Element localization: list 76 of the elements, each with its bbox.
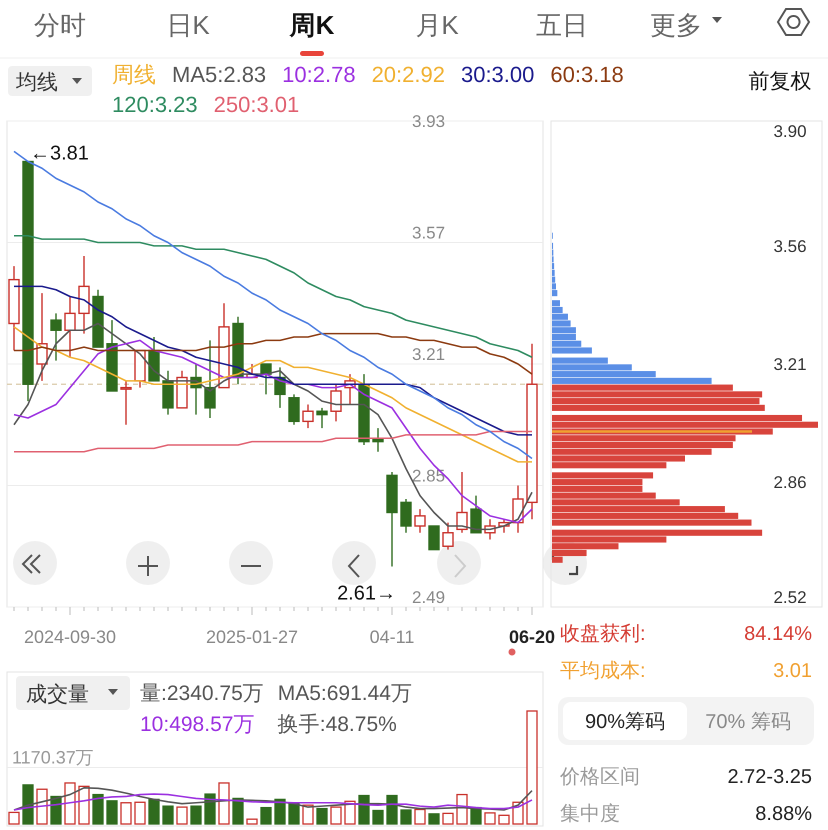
chart-title: 成交量 xyxy=(26,683,89,706)
y-tick-label: 3.21 xyxy=(773,355,807,374)
x-tick-label: 2024-09-30 xyxy=(24,627,116,647)
y-tick-label: 1170.37万 xyxy=(12,748,94,768)
bar xyxy=(498,814,510,825)
bar xyxy=(22,784,34,825)
y-tick-label: 2.49 xyxy=(412,588,446,607)
y-tick-label: 2.52 xyxy=(773,588,807,607)
legend-title: 周线 xyxy=(112,62,156,87)
text: 月K xyxy=(415,10,460,40)
text: 3.01 xyxy=(773,660,812,682)
bar xyxy=(106,800,118,825)
bar xyxy=(428,813,440,825)
text: 20:2.92 xyxy=(372,62,445,87)
text: 日K xyxy=(166,10,210,40)
text: 周K xyxy=(288,10,335,40)
bar xyxy=(386,794,398,825)
bar xyxy=(134,802,146,825)
y-tick-label: 3.93 xyxy=(412,112,446,131)
bar xyxy=(442,812,454,825)
dropdown-field: 成交量 xyxy=(16,676,130,710)
bar xyxy=(246,818,258,825)
annotation: 换手:48.75% xyxy=(278,713,397,736)
bar xyxy=(274,798,286,825)
text: 70% 筹码 xyxy=(705,711,791,733)
y-tick-label: 2.85 xyxy=(412,466,446,486)
text: 分时 xyxy=(34,10,86,40)
text: 10:2.78 xyxy=(282,62,356,87)
x-tick-label: 04-11 xyxy=(370,627,414,647)
annotation: 2.61→ xyxy=(337,582,396,604)
y-tick-label: 3.21 xyxy=(412,345,446,364)
text: 60:3.18 xyxy=(550,62,624,87)
text: 8.88% xyxy=(755,803,812,825)
bar xyxy=(176,806,188,825)
bar xyxy=(260,806,272,825)
chart-title: 均线 xyxy=(15,71,58,94)
bar xyxy=(148,798,160,825)
bar xyxy=(190,805,202,825)
y-tick-label: 3.56 xyxy=(773,236,807,256)
bar xyxy=(218,782,230,825)
text: 2.72-3.25 xyxy=(727,766,812,788)
bar xyxy=(120,802,132,825)
bar xyxy=(372,810,384,825)
bar xyxy=(484,812,496,825)
text: 平均成本: xyxy=(560,660,646,682)
bar xyxy=(8,812,20,825)
y-tick-label: 3.57 xyxy=(412,224,446,242)
bar xyxy=(330,806,342,825)
text: 价格区间 xyxy=(559,766,640,788)
bar xyxy=(526,710,538,825)
x-tick-label: 06-20 xyxy=(508,627,556,647)
x-tick-label: 2025-01-27 xyxy=(206,627,298,647)
text: 前复权 xyxy=(748,70,812,93)
text: 收盘获利: xyxy=(560,623,646,645)
text: 30:3.00 xyxy=(460,62,534,87)
text: 250:3.01 xyxy=(214,92,300,117)
bar xyxy=(162,805,174,825)
y-tick-label: 3.90 xyxy=(773,122,807,142)
text: 90%筹码 xyxy=(584,711,666,733)
bar xyxy=(316,808,328,825)
bar xyxy=(414,808,426,825)
annotation: ←3.81 xyxy=(30,142,89,164)
y-tick-label: 2.86 xyxy=(773,473,807,492)
bar xyxy=(78,786,90,825)
text: 84.14% xyxy=(744,623,812,645)
text: 量:2340.75万 xyxy=(140,682,264,705)
text: 120:3.23 xyxy=(112,92,198,117)
text: 10:498.57万 xyxy=(140,713,254,736)
text: 五日 xyxy=(536,10,588,40)
text: 更多 xyxy=(650,10,702,40)
text: MA5:691.44万 xyxy=(278,682,412,705)
text: 集中度 xyxy=(560,803,620,825)
bar xyxy=(400,809,412,825)
text: MA5:2.83 xyxy=(172,62,266,87)
dropdown-field: 均线 xyxy=(8,66,92,96)
bar xyxy=(92,794,104,825)
